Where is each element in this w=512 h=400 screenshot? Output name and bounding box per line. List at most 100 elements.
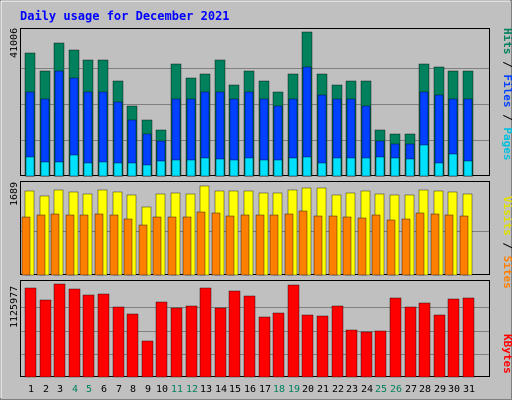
bar-kbytes-day-26	[389, 297, 402, 378]
bar-kbytes-day-12	[185, 305, 198, 378]
x-tick-label-20: 20	[302, 384, 314, 395]
x-tick-label-8: 8	[130, 384, 136, 395]
legend-sep-3: /	[501, 236, 512, 256]
bar-kbytes-day-18	[272, 312, 285, 378]
bar-pages-day-18	[273, 159, 283, 177]
bar-pages-day-22	[332, 157, 342, 177]
bar-kbytes-day-20	[301, 314, 314, 378]
bar-files-day-3	[54, 70, 64, 177]
bar-kbytes-day-1	[24, 287, 37, 378]
bar-pages-day-14	[215, 158, 225, 177]
bar-pages-day-26	[390, 157, 400, 177]
bar-sites-day-17	[255, 214, 265, 276]
bar-pages-day-8	[127, 162, 137, 177]
x-tick-label-19: 19	[288, 384, 300, 395]
bar-pages-day-3	[54, 161, 64, 177]
bar-sites-day-16	[240, 214, 250, 276]
bar-sites-day-14	[211, 212, 221, 276]
bar-kbytes-day-5	[82, 294, 95, 378]
bar-kbytes-day-22	[331, 305, 344, 378]
bar-pages-day-1	[25, 156, 35, 177]
bar-sites-day-8	[123, 218, 133, 276]
bar-pages-day-7	[113, 162, 123, 177]
x-tick-label-1: 1	[28, 384, 34, 395]
legend-sites: Sites	[501, 256, 512, 289]
bar-kbytes-day-16	[243, 295, 256, 378]
bar-sites-day-1	[21, 216, 31, 276]
bar-sites-day-28	[415, 212, 425, 276]
bar-sites-day-30	[444, 214, 454, 276]
bar-kbytes-day-25	[374, 330, 387, 378]
bar-kbytes-day-28	[418, 302, 431, 378]
bar-kbytes-day-27	[404, 306, 417, 378]
bar-pages-day-10	[156, 160, 166, 177]
x-tick-label-14: 14	[215, 384, 227, 395]
bar-kbytes-day-23	[345, 329, 358, 378]
x-axis-labels: 1 2 3 4 5 6 7 8 9 10 11 12 13 14 15 16 17 18 19 20 21 22 23 24 2…	[28, 384, 475, 395]
bar-pages-day-25	[375, 156, 385, 177]
x-tick-label-26: 26	[390, 384, 402, 395]
x-tick-label-22: 22	[332, 384, 344, 395]
bar-sites-day-9	[138, 224, 148, 276]
bar-pages-day-28	[419, 144, 429, 177]
bar-sites-day-15	[225, 215, 235, 276]
legend-visits-sites: Visits / Sites	[501, 196, 512, 289]
bar-kbytes-day-4	[68, 288, 81, 378]
bar-sites-day-20	[298, 210, 308, 276]
x-tick-label-6: 6	[101, 384, 107, 395]
x-tick-label-7: 7	[116, 384, 122, 395]
x-tick-label-18: 18	[273, 384, 285, 395]
x-tick-label-11: 11	[171, 384, 183, 395]
x-tick-label-30: 30	[448, 384, 460, 395]
bar-pages-day-11	[171, 159, 181, 177]
bar-pages-day-27	[405, 158, 415, 177]
bar-pages-day-16	[244, 157, 254, 177]
y-max-label-visits: 1689	[9, 182, 20, 206]
x-tick-label-5: 5	[86, 384, 92, 395]
bar-pages-day-29	[434, 162, 444, 177]
bar-sites-day-27	[401, 218, 411, 276]
bar-pages-day-2	[40, 161, 50, 177]
legend-pages: Pages	[501, 127, 512, 160]
x-tick-label-21: 21	[317, 384, 329, 395]
y-max-label-kbytes: 1125977	[9, 286, 20, 328]
x-tick-label-17: 17	[259, 384, 271, 395]
x-tick-label-23: 23	[346, 384, 358, 395]
x-tick-label-25: 25	[375, 384, 387, 395]
x-tick-label-28: 28	[419, 384, 431, 395]
bar-sites-day-24	[357, 217, 367, 276]
x-tick-label-15: 15	[229, 384, 241, 395]
bar-pages-day-31	[463, 160, 473, 177]
bar-sites-day-2	[36, 214, 46, 276]
bar-kbytes-day-10	[155, 301, 168, 378]
bar-pages-day-20	[302, 156, 312, 177]
chart-title: Daily usage for December 2021	[20, 9, 230, 23]
x-tick-label-13: 13	[200, 384, 212, 395]
bar-sites-day-5	[79, 214, 89, 276]
bar-kbytes-day-3	[53, 283, 66, 378]
bar-pages-day-12	[186, 159, 196, 177]
bars	[21, 31, 475, 378]
legend-sep-1: /	[501, 55, 512, 75]
x-tick-label-4: 4	[72, 384, 78, 395]
bar-kbytes-day-7	[112, 306, 125, 378]
bar-pages-day-15	[229, 159, 239, 177]
bar-pages-day-4	[69, 154, 79, 177]
bar-sites-day-6	[94, 213, 104, 276]
bar-sites-day-25	[371, 214, 381, 276]
bar-sites-day-19	[284, 213, 294, 276]
bar-sites-day-4	[65, 214, 75, 276]
bar-sites-day-13	[196, 211, 206, 276]
bar-pages-day-6	[98, 161, 108, 177]
bar-kbytes-day-11	[170, 307, 183, 378]
bar-sites-day-10	[152, 216, 162, 276]
x-tick-label-10: 10	[156, 384, 168, 395]
legend-files: Files	[501, 74, 512, 107]
x-tick-label-16: 16	[244, 384, 256, 395]
legend-kbytes: KBytes	[501, 334, 512, 374]
bar-sites-day-31	[459, 215, 469, 276]
x-tick-label-12: 12	[186, 384, 198, 395]
bar-sites-day-3	[50, 213, 60, 276]
bar-pages-day-30	[448, 153, 458, 177]
